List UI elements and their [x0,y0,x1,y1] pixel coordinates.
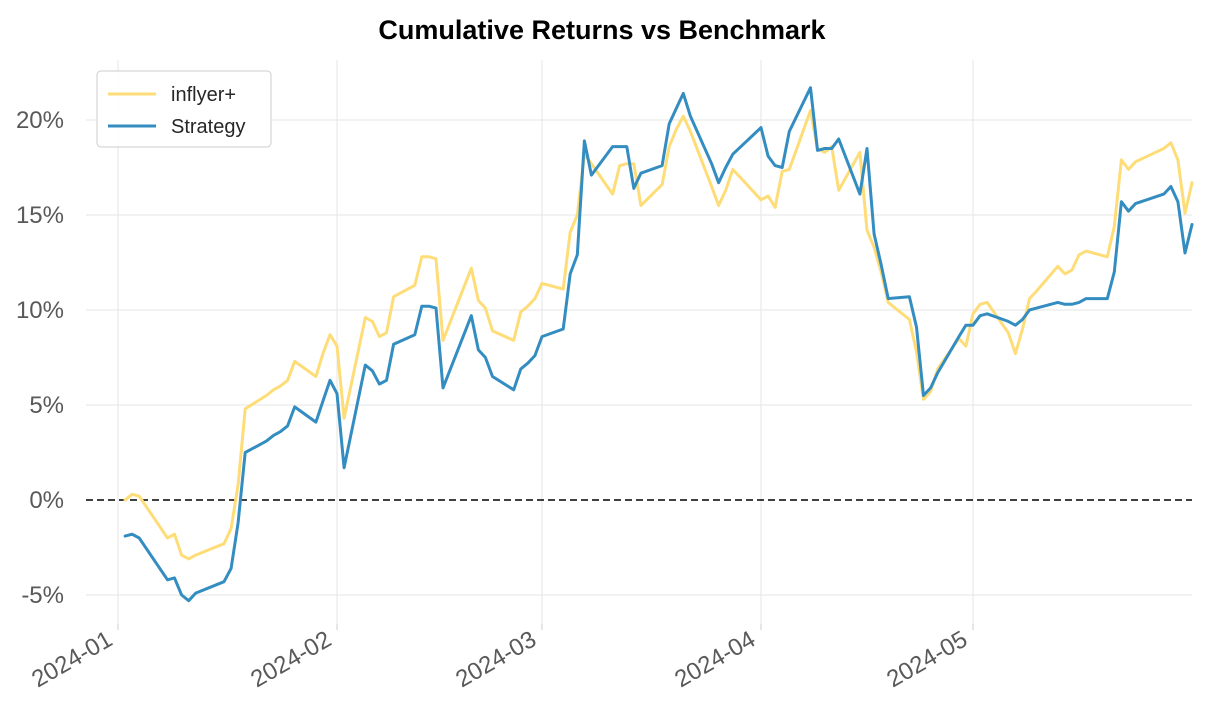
x-tick-label: 2024-01 [27,626,117,693]
x-tick-label: 2024-05 [882,626,972,693]
y-tick-label: 15% [16,202,64,229]
y-axis-tick-labels: -5% 0% 5% 10% 15% 20% [16,107,64,609]
y-tick-label: 0% [29,487,64,514]
series-line-inflyer [123,109,1194,561]
legend-label-inflyer: inflyer+ [171,84,236,106]
y-tick-label: 20% [16,107,64,134]
x-axis-tick-labels: 2024-01 2024-02 2024-03 2024-04 2024-05 [27,626,972,693]
x-tick-label: 2024-02 [246,626,336,693]
y-tick-label: 10% [16,297,64,324]
chart-title: Cumulative Returns vs Benchmark [378,15,826,45]
x-tick-label: 2024-04 [670,626,760,693]
gridlines [86,60,1192,630]
legend: inflyer+ Strategy [96,70,272,148]
series-lines [123,86,1194,603]
series-line-strategy [123,86,1194,603]
y-tick-label: -5% [21,582,64,609]
x-tick-label: 2024-03 [451,626,541,693]
legend-label-strategy: Strategy [171,116,245,138]
legend-box [96,70,272,148]
y-tick-label: 5% [29,392,64,419]
